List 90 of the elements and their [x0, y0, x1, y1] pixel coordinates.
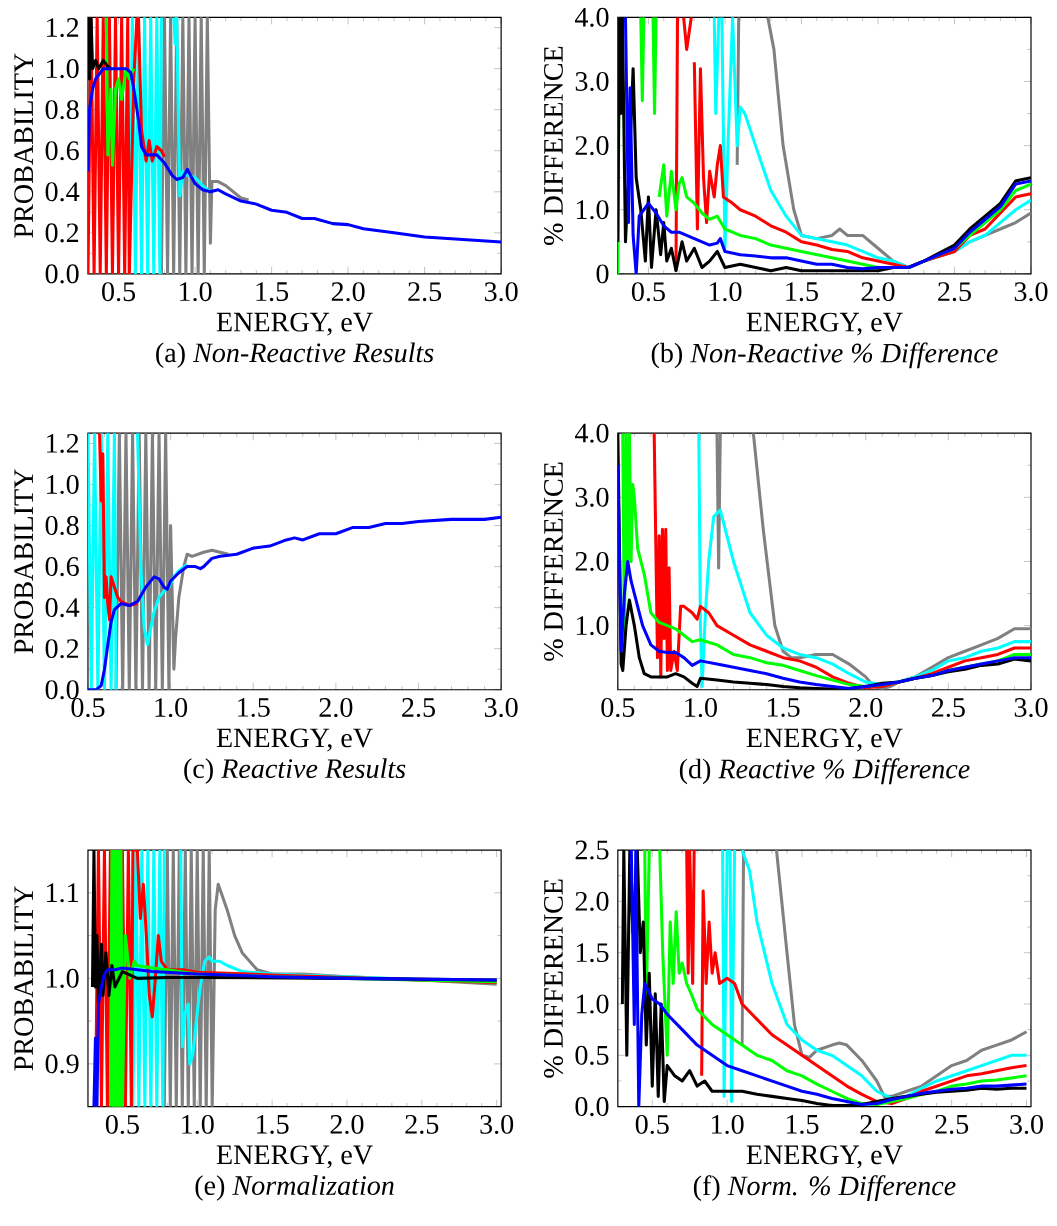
y-tick-label: 1.0: [577, 616, 609, 636]
x-tick-label: 1.0: [685, 698, 718, 718]
x-axis-title: ENERGY, eV: [216, 312, 373, 336]
x-tick-label: 3.0: [480, 1114, 514, 1135]
text: (d) Reactive % Difference: [680, 758, 970, 785]
x-tick-label: 2.5: [932, 697, 965, 718]
y-axis-title: % DIFFERENCE: [544, 462, 564, 661]
y-tick-label: 3.0: [575, 487, 609, 507]
x-tick-label: 1.0: [182, 1114, 214, 1135]
text: (c) Reactive Results: [184, 758, 406, 784]
y-axis-title: PROBABILITY: [14, 886, 34, 1071]
x-tick-label: 2.5: [938, 282, 972, 302]
y-tick-label: 2.0: [575, 891, 609, 911]
y-tick-label: 1.0: [577, 994, 609, 1014]
x-tick-label: 0.5: [71, 698, 105, 718]
y-tick-label: 0.8: [45, 515, 79, 536]
x-tick-label: 1.5: [786, 1114, 819, 1134]
y-tick-label: 1.1: [47, 883, 79, 903]
y-tick-label: 0.4: [45, 598, 80, 618]
x-tick-label: 0.5: [601, 698, 635, 718]
line-series: [92, 966, 499, 1107]
y-tick-label: 1.0: [577, 200, 609, 220]
x-axis-title: ENERGY, eV: [216, 1145, 373, 1169]
y-tick-label: 1.0: [47, 59, 79, 79]
x-tick-label: 1.0: [709, 282, 742, 302]
y-tick-label: 0.6: [45, 557, 79, 577]
x-tick-label: 2.0: [860, 1114, 894, 1135]
y-tick-label: 0.5: [575, 1045, 609, 1065]
y-tick-label: 0.2: [45, 223, 79, 243]
x-axis-title: ENERGY, eV: [746, 728, 903, 752]
y-tick-label: 2.0: [575, 136, 609, 156]
y-tick-label: 2.5: [575, 840, 609, 860]
x-tick-label: 2.0: [861, 282, 895, 302]
text: (a) Non-Reactive Results: [156, 342, 434, 369]
x-tick-label: 2.5: [402, 698, 436, 718]
x-tick-label: 0.5: [635, 1114, 669, 1135]
y-axis-title: PROBABILITY: [14, 469, 34, 654]
y-tick-label: 0.0: [45, 264, 79, 284]
x-axis-title: ENERGY, eV: [746, 312, 903, 336]
x-tick-label: 0.5: [632, 282, 666, 302]
y-tick-label: 0.0: [575, 1097, 609, 1117]
text: (e) Normalization: [195, 1175, 394, 1201]
y-tick-label: 0.0: [45, 680, 79, 700]
y-tick-label: 1.2: [47, 18, 79, 38]
y-tick-label: 1.5: [577, 943, 609, 963]
x-tick-label: 3.0: [485, 698, 518, 718]
y-tick-label: 3.0: [575, 71, 609, 92]
x-tick-label: 2.5: [935, 1114, 969, 1134]
x-tick-label: 2.5: [408, 282, 442, 302]
x-tick-label: 2.0: [319, 698, 353, 718]
x-tick-label: 1.5: [256, 282, 289, 302]
y-tick-label: 1.0: [47, 474, 79, 495]
x-tick-label: 3.0: [1014, 698, 1048, 718]
y-tick-label: 1.2: [47, 433, 79, 453]
x-tick-label: 1.5: [257, 1114, 289, 1134]
x-tick-label: 1.0: [155, 698, 188, 718]
y-tick-label: 4.0: [575, 423, 609, 443]
x-tick-label: 2.0: [331, 282, 365, 302]
y-tick-label: 0.2: [45, 639, 79, 659]
x-tick-label: 1.5: [768, 698, 800, 717]
line-series: [88, 515, 502, 690]
y-tick-label: 2.0: [575, 551, 609, 572]
line-series: [104, 17, 136, 167]
line-series: [98, 433, 140, 622]
x-tick-label: 0.5: [106, 1114, 140, 1135]
y-tick-label: 1.0: [47, 968, 79, 988]
y-axis-title: % DIFFERENCE: [544, 46, 564, 245]
x-tick-label: 3.0: [485, 282, 518, 302]
y-axis-title: % DIFFERENCE: [544, 879, 564, 1078]
y-tick-label: 0.8: [45, 100, 79, 120]
y-tick-label: 0.6: [45, 141, 79, 161]
x-tick-label: 1.5: [238, 698, 270, 717]
x-axis-title: ENERGY, eV: [746, 1145, 903, 1169]
y-tick-label: 0.4: [45, 182, 80, 202]
x-tick-label: 3.0: [1014, 282, 1048, 302]
y-axis-title: PROBABILITY: [14, 53, 34, 238]
y-tick-label: 4.0: [575, 7, 609, 27]
x-tick-label: 0.5: [102, 282, 136, 302]
x-tick-label: 3.0: [1010, 1114, 1044, 1135]
x-tick-label: 2.5: [405, 1114, 439, 1134]
x-tick-label: 1.0: [180, 282, 212, 302]
x-tick-label: 2.0: [330, 1114, 364, 1135]
text: (b) Non-Reactive % Difference: [651, 342, 998, 369]
x-tick-label: 1.5: [786, 282, 819, 302]
y-tick-label: 0: [596, 264, 609, 284]
y-tick-label: 0.9: [45, 1054, 79, 1074]
x-tick-label: 1.0: [712, 1114, 744, 1135]
x-tick-label: 2.0: [849, 698, 883, 718]
text: (f) Norm. % Difference: [694, 1175, 956, 1202]
x-axis-title: ENERGY, eV: [216, 728, 373, 752]
